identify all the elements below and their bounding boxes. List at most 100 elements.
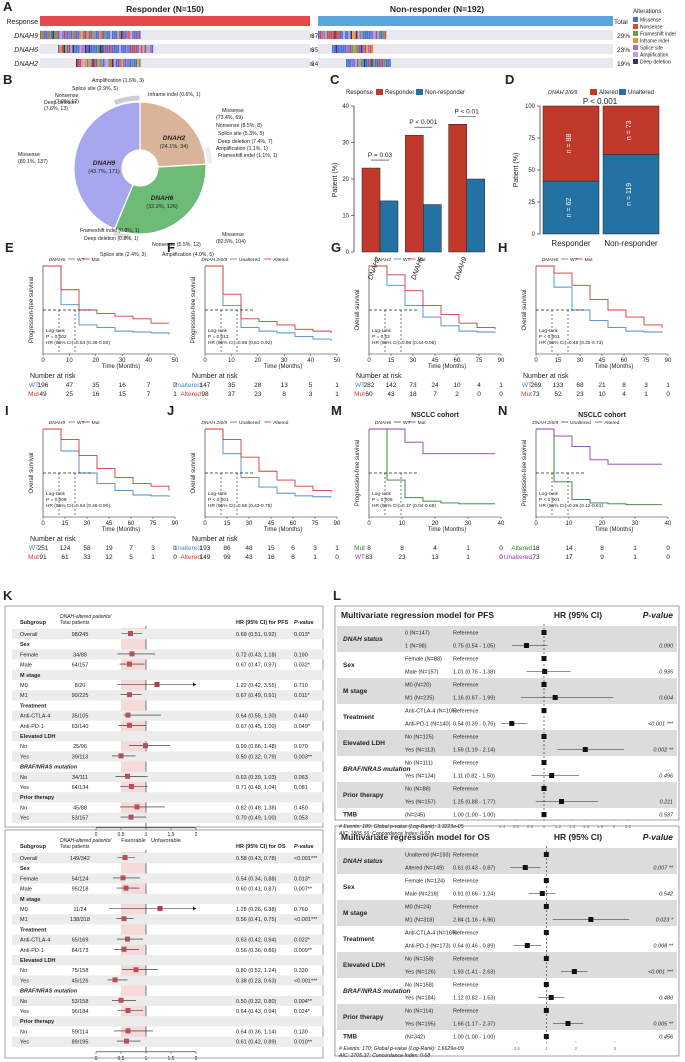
risk-title: Number at risk [192,373,238,380]
forest-p: 0.542 [659,892,673,898]
risk-value: 1 [313,554,317,561]
oncoprint-alteration [92,59,94,67]
oncoprint-alteration [139,45,141,53]
x-axis-title: Time (Months) [595,527,633,533]
km-legend-label: Mut [418,257,427,263]
panel-letter: K [3,588,13,603]
x-axis-title: Time (Months) [428,527,466,533]
forest-p: <0.001 *** [648,722,674,728]
risk-value: 1 [499,382,503,389]
oncoprint-alteration [365,59,368,67]
y-tick-label: 10 [342,214,349,220]
forest-hr: 0.56 (0.41, 0.75) [236,917,277,923]
oncoprint-alteration [137,31,139,39]
x-tick-label: 0.6 [513,824,520,829]
km-legend-label: WT [77,257,85,263]
risk-value: 3 [644,382,648,389]
oncoprint-alteration [106,59,109,67]
oncoprint-alteration [346,31,349,39]
x-tick-label: 20 [599,521,606,527]
risk-value: 35 [228,382,236,389]
risk-group-label: Mut [28,391,39,398]
forest-n: 53/157 [72,816,89,822]
oncoprint-alteration [81,31,83,39]
forest-subgroup: Anti-PD-1 [20,724,44,730]
hr-point [128,814,134,820]
km-curve [369,428,495,455]
row-stripe [12,731,324,742]
oncoprint-alteration [85,45,87,53]
pie-slice-label: Frameshift indel (1.1%, 1) [218,153,278,159]
km-legend-label: Altered [273,420,289,426]
ci-arrow [193,682,196,687]
risk-value: 61 [61,554,69,561]
group-stripe [337,900,677,926]
hr-point [118,997,124,1003]
oncoprint-alteration [362,45,365,53]
risk-value: 196 [38,382,49,389]
forest-header: P-value [294,620,314,626]
forest-hr: 0.58 (0.43, 0.78) [236,856,277,862]
oncoprint-alteration [97,59,100,67]
km-stat: P = 0.013 [208,334,229,340]
pvalue-label: P < 0.01 [455,108,480,115]
pie-slice-label: Splice site (2.9%, 5) [72,86,118,92]
oncoprint-alteration [364,31,367,39]
risk-value: 10 [453,382,461,389]
risk-value: 1 [173,545,177,552]
oncoprint-alteration [67,45,69,53]
risk-value: 4 [477,382,481,389]
x-tick-label: 1.5 [168,1056,175,1062]
x-tick-label: 2 [613,824,616,829]
x-tick-label: 90 [334,521,341,527]
forest-subgroup: Yes [20,816,29,822]
forest-subgroup: No [20,968,27,974]
risk-value: 35 [92,382,100,389]
km-legend-label: Unaltered [570,420,591,426]
oncoprint-alteration [140,45,143,53]
forest-hr: 0.64 (0.43, 0.94) [236,1009,277,1015]
risk-group-label: Unaltered [173,382,202,389]
risk-value: 99 [223,554,231,561]
risk-value: 269 [531,382,542,389]
hr-point [133,967,139,973]
forest-level: Anti-PD-1 (N=140) [405,722,451,728]
km-legend-label: Unaltered [239,257,260,263]
x-tick-label: 1.4 [569,824,576,829]
forest-footnote: AIC: 1805.56; Concordance Index: 0.62 [338,831,430,837]
y-axis-title: Progression-free survival [522,440,528,506]
forest-header: HR (95% CI) [554,832,602,842]
risk-group-label: WT [522,382,532,389]
forest-level: No (N=111) [405,761,433,767]
oncoprint-alteration [142,45,145,53]
forest-variable: Prior therapy [343,792,384,799]
hr-point [552,695,558,700]
risk-value: 73 [409,382,417,389]
oncoprint-alteration [339,31,342,39]
row-stripe [12,690,324,701]
hr-point [543,982,549,987]
forest-level: M0 (N=24) [405,905,431,911]
hr-point [118,753,124,759]
oncoprint-alteration [101,31,103,39]
x-tick-label: 0 [203,358,207,364]
forest-hr: 0.70 (0.49, 1.00) [236,816,277,822]
hr-point [522,865,528,870]
km-curve [43,428,170,491]
panel-letter: N [498,403,507,418]
pie-slice-label: Missense [18,152,40,158]
y-axis-title: Progression-free survival [355,440,361,506]
km-legend-label: Mut [418,420,427,426]
forest-variable: TMB [343,1034,357,1041]
forest-hr: 1.59 (1.19 - 2.14) [453,748,495,754]
hr-point [112,977,118,983]
risk-value: 98 [201,391,209,398]
forest-p: 0.002 ** [653,748,673,754]
pie-center-gene: DNAH2 [163,135,186,142]
oncoprint-alteration [387,59,389,67]
forest-p: 0.970 [294,744,308,750]
oncoprint-alteration [342,45,345,53]
y-tick-label: 50 [528,168,535,174]
pie-slice-label: Amplification (4.0%, 5) [162,252,214,258]
forest-header: DNAH-altered patients/ [60,838,112,844]
